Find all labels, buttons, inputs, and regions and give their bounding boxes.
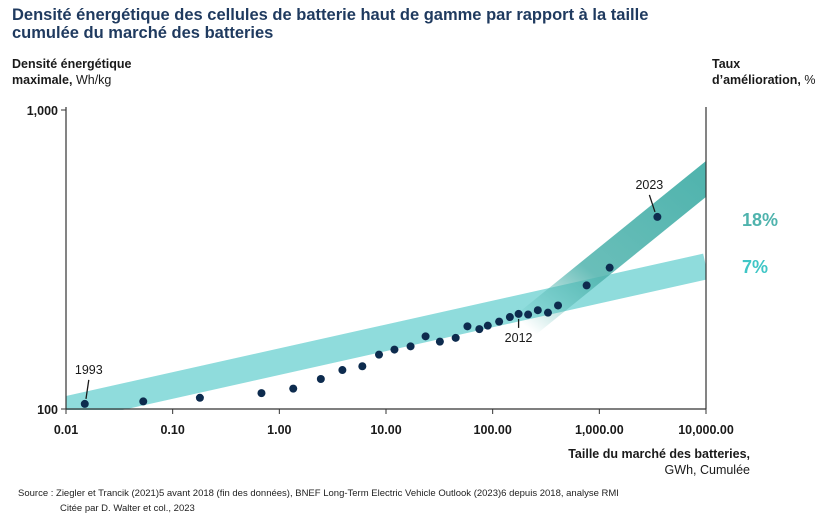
x-axis-label-bold: Taille du marché des batteries, [568,447,750,461]
source-note: Source : Ziegler et Trancik (2021)5 avan… [18,486,619,516]
data-point [524,310,533,319]
annotation-label-2023: 2023 [635,178,663,192]
data-point [195,393,204,402]
x-tick-label: 10.00 [370,423,401,437]
data-point [605,263,614,272]
y-axis-label: Densité énergétique maximale, Wh/kg [12,56,162,88]
source-line-2: Citée par D. Walter et col., 2023 [60,503,195,514]
x-axis-label-unit: GWh, Cumulée [664,463,750,477]
rate-label-fast: 18% [742,210,778,230]
data-point [451,333,460,342]
data-point [514,309,523,318]
data-point [653,212,662,221]
rate-axis-label-bold: Taux d’amélioration, [712,57,801,87]
annotation-leader [648,194,656,213]
data-point [406,342,415,351]
rate-axis-label: Taux d’amélioration, % [712,56,816,88]
data-point [582,281,591,290]
rate-label-slow: 7% [742,257,768,277]
rate-axis-label-unit: % [800,73,816,87]
data-point [390,345,399,354]
y-tick-label: 100 [37,403,58,417]
data-point [435,337,444,346]
annotation-leader [85,379,90,400]
x-tick-label: 1.00 [267,423,291,437]
chart-title: Densité énergétique des cellules de batt… [12,6,649,42]
y-tick-label: 1,000 [27,104,58,118]
x-tick-label: 10,000.00 [678,423,734,437]
data-point [139,397,148,406]
data-point [543,308,552,317]
x-tick-label: 1,000.00 [575,423,624,437]
x-tick-label: 100.00 [474,423,512,437]
data-point [463,322,472,331]
annotation-label-1993: 1993 [75,363,103,377]
data-point [257,389,266,398]
data-point [483,321,492,330]
data-point [475,325,484,334]
source-line-1: Source : Ziegler et Trancik (2021)5 avan… [18,488,619,499]
y-axis-label-unit: Wh/kg [72,73,112,87]
data-point [495,317,504,326]
x-tick-label: 0.01 [54,423,78,437]
annotation-label-2012: 2012 [505,331,533,345]
data-point [533,306,542,315]
data-point [289,384,298,393]
x-tick-label: 0.10 [160,423,184,437]
band-18-percent [515,161,706,337]
x-axis-label: Taille du marché des batteries, GWh, Cum… [560,446,750,478]
data-point [375,350,384,359]
band-7-percent [66,253,706,410]
data-point [80,399,89,408]
y-axis-label-bold: Densité énergétique maximale, [12,57,132,87]
data-point [316,374,325,383]
data-point [358,362,367,371]
data-point [554,301,563,310]
data-point [421,332,430,341]
data-point [338,366,347,375]
data-point [505,313,514,322]
